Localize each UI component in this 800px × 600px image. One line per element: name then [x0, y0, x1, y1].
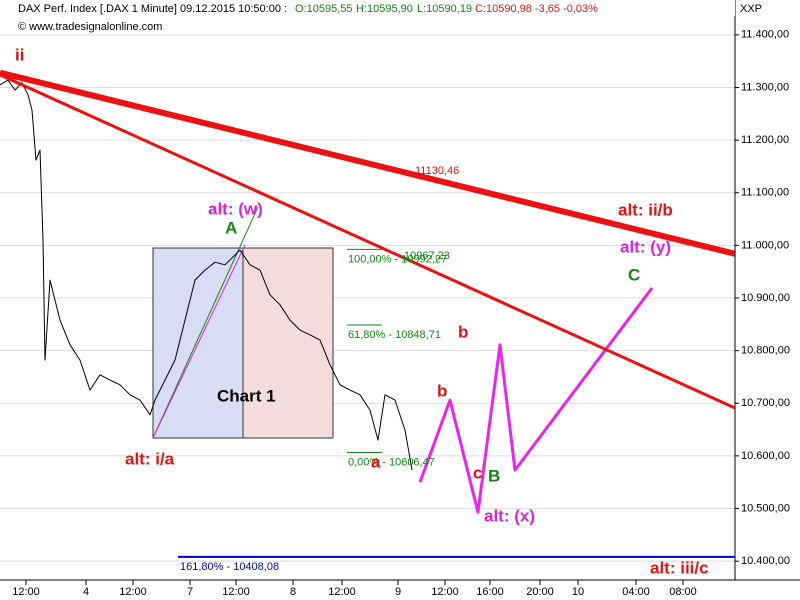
header-instrument: DAX Perf. Index [.DAX 1 Minute] 09.12.20… — [18, 3, 287, 15]
wave-line-a — [152, 206, 259, 439]
fib-label: 61,80% - 10848,71 — [348, 329, 441, 341]
series-line — [418, 287, 654, 514]
x-tick-label: 16:00 — [476, 586, 504, 598]
annotation: C — [628, 265, 640, 284]
fib-extension-label: 161,80% - 10408,08 — [180, 561, 279, 573]
x-tick-label: 08:00 — [669, 586, 697, 598]
annotation: alt: (w) — [208, 199, 263, 218]
x-tick-label: 12:00 — [222, 586, 250, 598]
header-high: H:10595,90 — [356, 3, 413, 15]
y-tick-label: 10.800,00 — [741, 345, 790, 357]
x-tick-label: 12:00 — [328, 586, 356, 598]
fib-label: 100,00% - 10992,27 — [348, 253, 447, 265]
plot: 100,00% - 10992,27 61,80% - 10848,71 0,00%… — [0, 45, 736, 577]
y-tick-label: 11.200,00 — [741, 134, 789, 146]
chart1-box-right — [242, 247, 334, 439]
wave-line-w — [152, 244, 246, 439]
series-line — [0, 73, 736, 410]
annotation: 11130,46 — [415, 165, 459, 177]
header-low: L:10590,19 — [417, 3, 472, 15]
x-tick-label: 04:00 — [622, 586, 650, 598]
x-tick-label: 4 — [83, 586, 89, 598]
annotation: alt: ii/b — [618, 200, 673, 219]
x-tick-label: 12:00 — [12, 586, 40, 598]
x-tick-label: 20:00 — [526, 586, 554, 598]
y-tick-label: 11.300,00 — [741, 81, 789, 93]
y-tick-label: 10.400,00 — [741, 555, 790, 567]
annotation: Chart 1 — [217, 386, 276, 405]
annotation: alt: (x) — [484, 506, 535, 525]
header-open: O:10595,55 — [295, 3, 353, 15]
annotation: c — [473, 463, 482, 482]
header-close: C:10590,98 -3,65 -0,03% — [475, 3, 598, 15]
y-tick-label: 11.400,00 — [741, 29, 789, 41]
x-tick-label: 12:00 — [119, 586, 147, 598]
y-tick-label: 11.000,00 — [741, 239, 789, 251]
annotation: ii — [15, 45, 24, 64]
annotation: alt: i/a — [125, 449, 175, 468]
annotation: 10967,23 — [404, 250, 450, 262]
fib-label: 0,00% - 10606,47 — [348, 456, 435, 468]
series-line — [0, 69, 736, 257]
y-tick-label: 10.900,00 — [741, 292, 790, 304]
annotation: alt: iii/c — [650, 558, 709, 577]
grid — [0, 34, 735, 562]
x-tick-label: 10 — [572, 586, 584, 598]
x-tick-label: 7 — [187, 586, 193, 598]
copyright: © www.tradesignalonline.com — [18, 21, 162, 33]
annotation: b — [458, 322, 468, 341]
axis-code: XXP — [740, 3, 762, 15]
header-bg — [0, 0, 735, 16]
annotation: b — [437, 381, 447, 400]
y-tick-label: 10.700,00 — [741, 397, 790, 409]
y-tick-label: 10.500,00 — [741, 502, 790, 514]
x-tick-label: 9 — [395, 586, 401, 598]
annotation: A — [225, 218, 237, 237]
x-tick-label: 8 — [290, 586, 296, 598]
annotation: a — [371, 452, 381, 471]
annotation: B — [488, 466, 500, 485]
series-line — [0, 79, 413, 471]
y-tick-label: 10.600,00 — [741, 450, 790, 462]
annotation: alt: (y) — [620, 237, 671, 256]
y-tick-label: 11.100,00 — [741, 187, 789, 199]
x-tick-label: 12:00 — [431, 586, 459, 598]
